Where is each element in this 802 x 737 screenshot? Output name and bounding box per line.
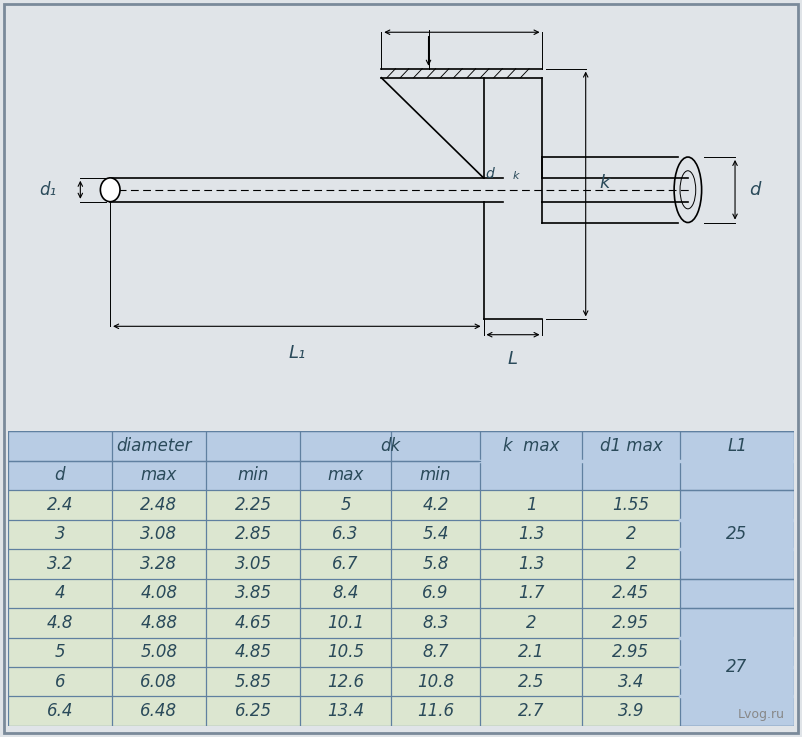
Ellipse shape — [100, 178, 120, 202]
Text: L: L — [508, 350, 518, 368]
Text: L₁: L₁ — [288, 344, 306, 362]
Text: 1.3: 1.3 — [518, 525, 545, 543]
Text: 12.6: 12.6 — [327, 673, 364, 691]
Text: max: max — [327, 467, 364, 484]
Text: 6.08: 6.08 — [140, 673, 177, 691]
Bar — [8, 696, 680, 726]
Text: 1.3: 1.3 — [518, 555, 545, 573]
Text: k  max: k max — [503, 437, 559, 455]
Text: 5: 5 — [340, 496, 351, 514]
Text: 1.55: 1.55 — [613, 496, 650, 514]
Text: L1: L1 — [727, 437, 747, 455]
Text: 6.25: 6.25 — [235, 702, 272, 720]
Text: 25: 25 — [727, 525, 747, 543]
Text: 2: 2 — [626, 525, 636, 543]
Bar — [680, 431, 794, 726]
Text: d1 max: d1 max — [600, 437, 662, 455]
Text: 4.88: 4.88 — [140, 614, 177, 632]
Text: 11.6: 11.6 — [417, 702, 454, 720]
Text: 3.05: 3.05 — [235, 555, 272, 573]
Text: 4.85: 4.85 — [235, 643, 272, 661]
Text: 27: 27 — [727, 658, 747, 676]
Text: 10.8: 10.8 — [417, 673, 454, 691]
Text: 4.65: 4.65 — [235, 614, 272, 632]
Text: 4: 4 — [55, 584, 65, 602]
Text: 6.4: 6.4 — [47, 702, 73, 720]
Text: 3.28: 3.28 — [140, 555, 177, 573]
Text: 6: 6 — [55, 673, 65, 691]
Text: 2.1: 2.1 — [518, 643, 545, 661]
Text: 6.48: 6.48 — [140, 702, 177, 720]
Text: Lvog.ru: Lvog.ru — [738, 708, 784, 721]
Text: 2.95: 2.95 — [613, 643, 650, 661]
Text: 6.9: 6.9 — [423, 584, 449, 602]
Text: 2: 2 — [626, 555, 636, 573]
Text: 8.3: 8.3 — [423, 614, 449, 632]
Text: k: k — [512, 172, 519, 181]
Text: 8.4: 8.4 — [332, 584, 358, 602]
Text: d: d — [55, 467, 65, 484]
Text: 4.8: 4.8 — [47, 614, 73, 632]
Text: 3.08: 3.08 — [140, 525, 177, 543]
Text: min: min — [237, 467, 269, 484]
Text: 4.08: 4.08 — [140, 584, 177, 602]
Text: 3.9: 3.9 — [618, 702, 644, 720]
Text: 2.4: 2.4 — [47, 496, 73, 514]
Bar — [8, 549, 680, 579]
Text: 6.7: 6.7 — [332, 555, 358, 573]
Text: 10.5: 10.5 — [327, 643, 364, 661]
Bar — [8, 490, 680, 520]
Bar — [8, 667, 680, 696]
Bar — [8, 431, 794, 490]
Text: max: max — [140, 467, 177, 484]
Text: 3: 3 — [55, 525, 65, 543]
Text: diameter: diameter — [116, 437, 192, 455]
Bar — [8, 520, 680, 549]
Text: dk: dk — [380, 437, 400, 455]
Text: 8.7: 8.7 — [423, 643, 449, 661]
Text: d₁: d₁ — [38, 181, 56, 199]
Text: 2.5: 2.5 — [518, 673, 545, 691]
Text: 2.45: 2.45 — [613, 584, 650, 602]
Text: 2.48: 2.48 — [140, 496, 177, 514]
Text: min: min — [420, 467, 452, 484]
Text: 13.4: 13.4 — [327, 702, 364, 720]
Text: 10.1: 10.1 — [327, 614, 364, 632]
Text: 4.2: 4.2 — [423, 496, 449, 514]
Text: 5.08: 5.08 — [140, 643, 177, 661]
Text: 2.25: 2.25 — [235, 496, 272, 514]
Text: 5.8: 5.8 — [423, 555, 449, 573]
Text: 2.7: 2.7 — [518, 702, 545, 720]
Bar — [8, 608, 680, 638]
Text: 2.95: 2.95 — [613, 614, 650, 632]
Text: k: k — [600, 175, 610, 192]
Text: 3.4: 3.4 — [618, 673, 644, 691]
Text: d: d — [485, 167, 494, 181]
Text: 1.7: 1.7 — [518, 584, 545, 602]
Bar — [8, 579, 680, 608]
Text: 5.85: 5.85 — [235, 673, 272, 691]
Text: 2: 2 — [526, 614, 537, 632]
Text: 2.85: 2.85 — [235, 525, 272, 543]
Text: 6.3: 6.3 — [332, 525, 358, 543]
Text: 3.2: 3.2 — [47, 555, 73, 573]
Text: 1: 1 — [526, 496, 537, 514]
Text: 3.85: 3.85 — [235, 584, 272, 602]
Text: d: d — [749, 181, 760, 199]
Text: 5: 5 — [55, 643, 65, 661]
Text: 5.4: 5.4 — [423, 525, 449, 543]
Bar — [8, 638, 680, 667]
